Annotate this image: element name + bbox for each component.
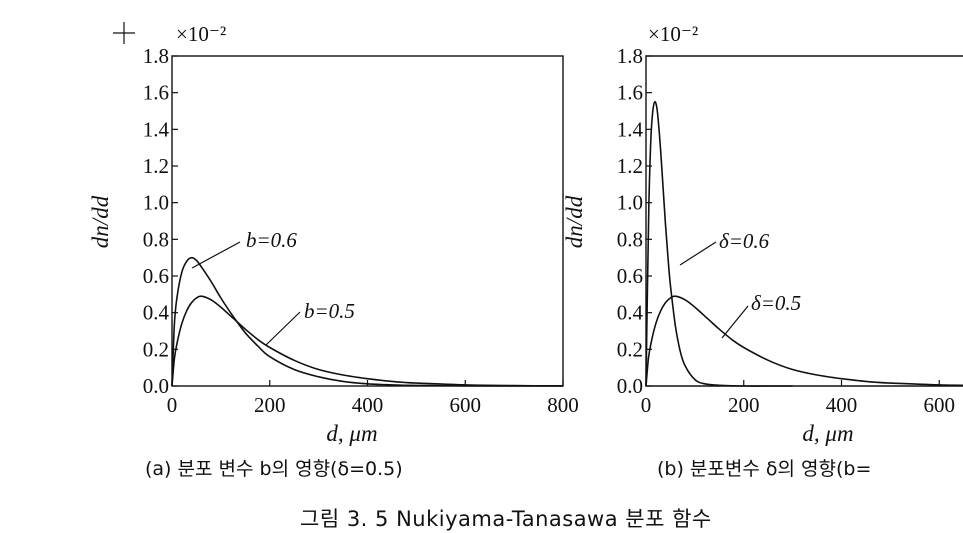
x-tick-label-b: 600	[924, 393, 956, 417]
curves-b	[645, 100, 963, 387]
x-tick-label-a: 600	[450, 393, 482, 417]
series-label-b06: b=0.6	[246, 228, 297, 252]
y-tick-label-b: 1.6	[617, 81, 643, 105]
y-multiplier-b: ×10⁻²	[648, 22, 698, 46]
y-ticks-b: 0.0 0.2 0.4 0.6 0.8 1.0 1.2 1.4 1.6 1.8	[617, 44, 652, 398]
chart-panel-b: 0.0 0.2 0.4 0.6 0.8 1.0 1.2 1.4 1.6 1.8 0 200 400 60…	[562, 22, 963, 480]
plot-frame-a	[171, 55, 564, 387]
x-tick-label-b: 0	[641, 393, 652, 417]
plot-frame-b	[645, 55, 963, 387]
figure-caption: 그림 3. 5 Nukiyama-Tanasawa 분포 함수	[300, 507, 712, 531]
y-tick-label-b: 1.8	[617, 44, 643, 68]
leader-line-b06	[191, 241, 241, 269]
y-tick-label-a: 1.0	[143, 191, 169, 215]
series-line-a-0	[171, 256, 563, 387]
series-line-a-1	[171, 295, 564, 387]
y-tick-label-a: 0.4	[143, 301, 170, 325]
x-tick-label-a: 400	[352, 393, 384, 417]
y-axis-label-b: dn/dd	[562, 195, 587, 248]
y-tick-label-a: 1.2	[143, 154, 169, 178]
y-tick-label-b: 1.4	[617, 117, 644, 141]
subplot-caption-b: (b) 분포변수 δ의 영향(b=	[657, 458, 871, 480]
y-tick-label-a: 1.4	[143, 117, 170, 141]
subplot-caption-a: (a) 분포 변수 b의 영향(δ=0.5)	[145, 458, 403, 480]
series-label-b05: b=0.5	[304, 299, 355, 323]
x-tick-label-a: 800	[547, 393, 579, 417]
x-tick-label-a: 0	[167, 393, 178, 417]
x-ticks-b: 0 200 400 600	[641, 380, 955, 417]
y-ticks-a: 0.0 0.2 0.4 0.6 0.8 1.0 1.2 1.4 1.6 1.8	[143, 44, 178, 398]
x-axis-label-a: d, μm	[326, 421, 377, 446]
y-tick-label-a: 0.0	[143, 374, 169, 398]
series-label-d06: δ=0.6	[719, 229, 770, 253]
y-tick-label-a: 0.2	[143, 337, 169, 361]
y-tick-label-b: 0.4	[617, 301, 644, 325]
leader-line-d05	[721, 305, 749, 339]
y-multiplier-a: ×10⁻²	[176, 22, 226, 46]
chart-panel-a: 0.0 0.2 0.4 0.6 0.8 1.0 1.2 1.4 1.6 1.8 0 200 400 60…	[88, 22, 579, 480]
y-tick-label-b: 0.8	[617, 227, 643, 251]
x-ticks-a: 0 200 400 600 800	[167, 380, 579, 417]
series-label-d05: δ=0.5	[751, 291, 801, 315]
registration-mark	[113, 22, 135, 44]
leader-line-b05	[265, 311, 301, 346]
x-tick-label-b: 400	[826, 393, 858, 417]
y-tick-label-b: 0.6	[617, 264, 643, 288]
y-tick-label-a: 0.8	[143, 227, 169, 251]
y-tick-label-a: 0.6	[143, 264, 169, 288]
x-tick-label-a: 200	[254, 393, 286, 417]
y-tick-label-b: 0.0	[617, 374, 643, 398]
y-tick-label-b: 0.2	[617, 337, 643, 361]
y-tick-label-a: 1.6	[143, 81, 169, 105]
x-axis-label-b: d, μm	[802, 421, 853, 446]
y-axis-label-a: dn/dd	[88, 195, 113, 248]
curves-a	[171, 256, 564, 387]
series-line-b-1	[645, 295, 963, 387]
y-tick-label-b: 1.0	[617, 191, 643, 215]
y-tick-label-a: 1.8	[143, 44, 169, 68]
leader-line-d06	[679, 241, 717, 266]
y-tick-label-b: 1.2	[617, 154, 643, 178]
series-line-b-0	[645, 100, 793, 387]
x-tick-label-b: 200	[728, 393, 760, 417]
